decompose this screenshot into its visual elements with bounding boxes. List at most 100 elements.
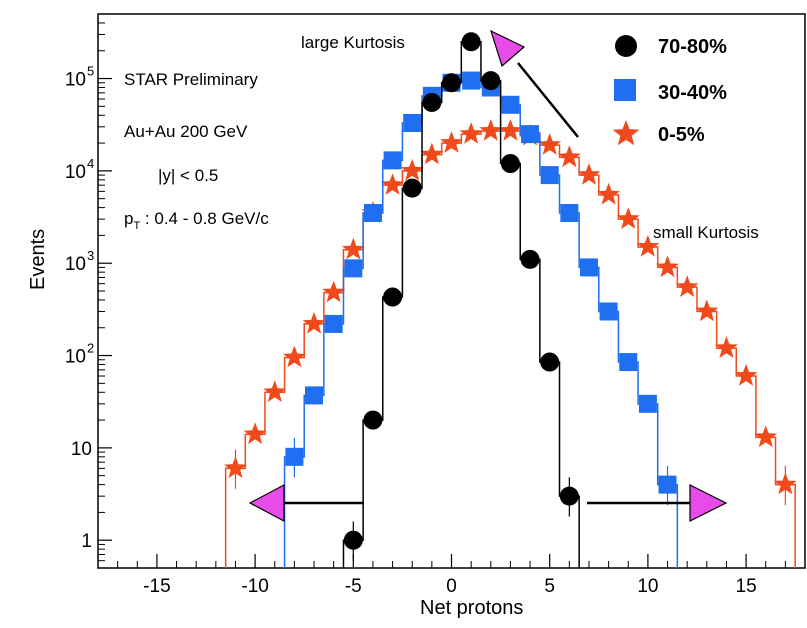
data-point [501,95,520,114]
pt-range-label: pT : 0.4 - 0.8 GeV/c [124,209,269,232]
x-tick-label: -10 [241,576,268,597]
data-point [324,314,343,333]
data-point [734,364,758,386]
x-tick-label: 10 [637,576,658,597]
data-point [302,311,326,334]
data-point [305,386,324,405]
x-tick-label: 15 [736,576,757,597]
data-point [619,353,638,372]
pt-subscript: T [133,220,140,232]
data-point [599,302,618,321]
data-point [656,255,679,278]
legend-marker-70-80 [615,35,637,57]
data-point [540,166,559,185]
data-point [462,71,481,90]
data-point [560,203,579,222]
right-arrow-head [689,484,728,522]
x-tick-label: 0 [446,576,457,597]
data-point [715,336,738,358]
data-point [520,249,540,269]
data-point [557,145,581,168]
collision-system-label: Au+Au 200 GeV [124,122,248,141]
data-point [499,119,522,141]
data-point [538,133,562,155]
series-30-40% [283,71,679,568]
data-point [263,380,287,402]
y-tick-label: 10 [65,70,86,91]
y-tick-exponent: 4 [87,156,94,171]
large-kurtosis-label: large Kurtosis [301,33,405,52]
y-tick-label: 1 [81,531,92,552]
data-point [224,456,247,479]
data-point [243,422,267,445]
histogram-step-line [283,79,679,568]
data-point [597,182,620,205]
data-point [381,173,404,195]
data-point [540,352,560,372]
data-point [638,394,657,413]
data-point [363,410,383,430]
pt-symbol: p [124,209,133,228]
data-point [400,158,424,181]
y-tick-label: 10 [65,347,86,368]
data-point [695,299,719,322]
data-point [402,178,422,198]
x-tick-label: 5 [544,576,555,597]
data-point [442,73,461,93]
legend-marker-0-5 [612,120,640,146]
data-point [636,234,660,257]
data-point [322,280,346,303]
data-point [403,113,422,132]
legend-label-0-5: 0-5% [658,124,705,146]
upper-arrow-shaft [517,62,579,138]
y-tick-label: 10 [71,439,92,460]
y-tick-label: 10 [65,254,86,275]
data-point [422,93,442,113]
data-point [754,425,778,448]
data-point [383,151,402,170]
data-point [616,207,640,229]
y-tick-exponent: 5 [87,64,94,79]
y-tick-label: 10 [65,162,86,183]
x-tick-label: -15 [143,576,170,597]
upper-arrow-head [490,29,526,68]
series-70-80% [342,32,580,568]
y-tick-exponent: 3 [87,248,94,263]
left-arrow-head [248,484,285,522]
series-layer [224,32,797,568]
data-point [579,258,598,277]
data-point [344,259,363,278]
data-point [283,345,306,368]
x-axis-title: Net protons [420,597,523,619]
histogram-step-line [342,41,580,568]
data-point [675,275,699,297]
legend-label-30-40: 30-40% [658,82,727,104]
legend-marker-30-40 [614,79,636,101]
data-point [500,154,520,174]
data-point [461,32,481,52]
data-point [481,71,501,91]
star-preliminary-label: STAR Preliminary [124,70,258,89]
legend: 70-80% 30-40% 0-5% [612,35,727,146]
data-point [343,530,363,550]
data-point [459,122,483,144]
pt-range-value: : 0.4 - 0.8 GeV/c [140,209,269,228]
data-point [773,472,797,495]
data-point [420,142,444,165]
data-point [479,119,503,141]
data-point [577,163,601,185]
data-point [658,475,677,494]
legend-label-70-80: 70-80% [658,36,727,58]
y-axis-title: Events [27,229,49,290]
data-point [341,237,365,260]
data-point [440,131,463,153]
y-tick-exponent: 2 [87,341,94,356]
small-kurtosis-label: small Kurtosis [653,223,759,242]
x-tick-label: -5 [345,576,362,597]
data-point [383,287,403,307]
data-point [285,447,304,466]
data-point [363,203,382,222]
data-point [521,125,540,144]
